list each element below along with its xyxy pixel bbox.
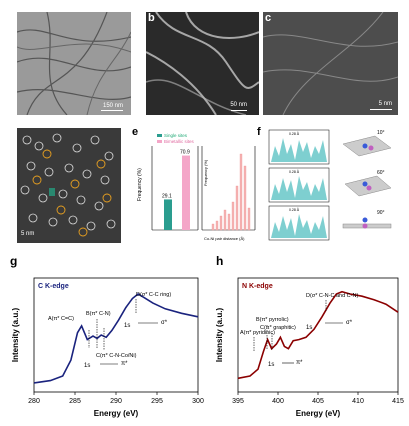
h-series-line bbox=[237, 290, 399, 380]
panel-a-tem-image: a 150 nm bbox=[17, 12, 131, 115]
h-annotation-4: 1s bbox=[268, 362, 274, 368]
g-annotation-1: B(π* C-N) bbox=[86, 311, 111, 317]
g-xlabel: Energy (eV) bbox=[94, 409, 139, 418]
panel-g-label: g bbox=[10, 254, 18, 268]
h-annotation-0: A(π* pyridinic) bbox=[240, 330, 275, 336]
e-bar-label-1: 70.9 bbox=[180, 150, 190, 156]
e-xlabel2: Co-Ni pair distance (Å) bbox=[204, 236, 245, 241]
g-annotation-0: A(π* C=C) bbox=[48, 316, 74, 322]
model-10 bbox=[342, 135, 392, 157]
model-60 bbox=[344, 175, 392, 197]
g-svg: 280 285 290 295 300 Energy (eV) Intensity (a.u… bbox=[11, 277, 204, 418]
g-xtick-label: 300 bbox=[192, 398, 204, 405]
h-xtick-label: 400 bbox=[272, 398, 284, 405]
panel-a-scale-label: 150 nm bbox=[102, 103, 123, 109]
h-annotation-1: B(π* pyrrolic) bbox=[256, 317, 289, 323]
h-annotation-2: C(π* graphitic) bbox=[260, 325, 296, 331]
h-svg: 395 400 405 410 415 Energy (eV) Intensity (a.u… bbox=[215, 277, 404, 418]
panel-b-scalebar bbox=[231, 110, 247, 111]
h-annotation-3: D(σ* C-N-C and C-N) bbox=[306, 293, 358, 299]
e-bar-label-0: 29.1 bbox=[162, 193, 172, 199]
g-plot-frame bbox=[33, 277, 199, 393]
profile-2 bbox=[268, 167, 330, 203]
panel-b-tem-image: b 50 nm bbox=[146, 12, 259, 115]
e-bar-0 bbox=[164, 199, 172, 230]
e-bar-1 bbox=[182, 155, 190, 230]
panel-h-label: h bbox=[216, 254, 224, 268]
g-annotation-3: D(σ* C-C ring) bbox=[136, 292, 171, 298]
g-title: C K-edge bbox=[38, 283, 69, 290]
g-xtick-label: 280 bbox=[28, 398, 40, 405]
panel-c-texture bbox=[263, 12, 398, 115]
panel-c-scale-label: 5 nm bbox=[378, 101, 392, 107]
panel-e-svg: 29.1 70.9 Single sites Bimetallic sites F… bbox=[137, 133, 256, 241]
panel-a-texture bbox=[17, 12, 131, 115]
f-angle-10: 10° bbox=[377, 130, 385, 136]
panel-b-scale-label: 50 nm bbox=[230, 102, 247, 108]
panel-c-scalebar bbox=[370, 109, 392, 110]
h-xtick-label: 410 bbox=[352, 398, 364, 405]
panel-a-scalebar bbox=[101, 110, 123, 111]
panel-e-label: e bbox=[132, 126, 139, 138]
profile-3 bbox=[268, 205, 330, 241]
h-annotation-6: 1s bbox=[306, 325, 312, 331]
h-xtick-label: 415 bbox=[392, 398, 404, 405]
legend-swatch-bimetallic bbox=[157, 140, 162, 143]
model-90 bbox=[342, 217, 392, 229]
e-ylabel: Frequency (%) bbox=[137, 168, 143, 201]
panel-g-chart: g 280 285 290 295 300 Energy (eV) Intensity (a… bbox=[4, 254, 208, 421]
h-title: N K-edge bbox=[242, 283, 273, 290]
panel-f-label: f bbox=[257, 126, 261, 138]
h-annotation-5: π* bbox=[296, 360, 303, 366]
panel-f-profiles: f 0.28 Å 0.28 Å 0.28 Å 10° 6 bbox=[257, 126, 400, 244]
panel-c-tem-image: c 5 nm bbox=[263, 12, 398, 115]
g-xtick-label: 290 bbox=[110, 398, 122, 405]
profile-1 bbox=[268, 129, 330, 165]
g-xtick-label: 285 bbox=[69, 398, 81, 405]
panel-c-label: c bbox=[265, 12, 272, 24]
panel-d-atoms bbox=[17, 128, 121, 243]
legend-swatch-single bbox=[157, 134, 162, 137]
f-distance-2: 0.28 Å bbox=[289, 169, 300, 174]
h-xlabel: Energy (eV) bbox=[296, 409, 341, 418]
g-xtick-label: 295 bbox=[151, 398, 163, 405]
f-angle-60: 60° bbox=[377, 170, 385, 176]
f-distance-1: 0.28 Å bbox=[289, 131, 300, 136]
panel-d-haadf-image: d 5 nm bbox=[17, 128, 121, 243]
legend-bimetallic-label: Bimetallic sites bbox=[164, 139, 195, 144]
g-annotation-2: C(π* C-N-Co/Ni) bbox=[96, 353, 137, 359]
h-xtick-label: 395 bbox=[232, 398, 244, 405]
panel-h-chart: h 395 400 405 410 415 Energy (eV) Intensity (a… bbox=[208, 254, 408, 421]
e-ylabel2: Frequency (%) bbox=[203, 159, 208, 186]
g-ylabel: Intensity (a.u.) bbox=[11, 308, 20, 363]
legend-single-label: Single sites bbox=[164, 133, 188, 138]
g-annotation-7: σ* bbox=[161, 320, 168, 326]
h-ylabel: Intensity (a.u.) bbox=[215, 308, 224, 363]
panel-d-scale-label: 5 nm bbox=[21, 231, 35, 237]
h-xtick-label: 405 bbox=[312, 398, 324, 405]
f-angle-90: 90° bbox=[377, 210, 385, 216]
panel-f-svg: 0.28 Å 0.28 Å 0.28 Å 10° 60° 90° bbox=[268, 129, 392, 241]
g-annotation-4: 1s bbox=[84, 363, 90, 369]
g-annotation-6: 1s bbox=[124, 323, 130, 329]
panel-b-texture bbox=[146, 12, 259, 115]
g-series-line bbox=[33, 293, 199, 384]
panel-b-label: b bbox=[148, 12, 155, 24]
g-annotation-5: π* bbox=[121, 361, 128, 367]
panel-e-histogram: e 29.1 70.9 Single sites Bimetallic sites… bbox=[132, 126, 258, 244]
f-distance-3: 0.28 Å bbox=[289, 207, 300, 212]
h-annotation-7: σ* bbox=[346, 320, 353, 326]
